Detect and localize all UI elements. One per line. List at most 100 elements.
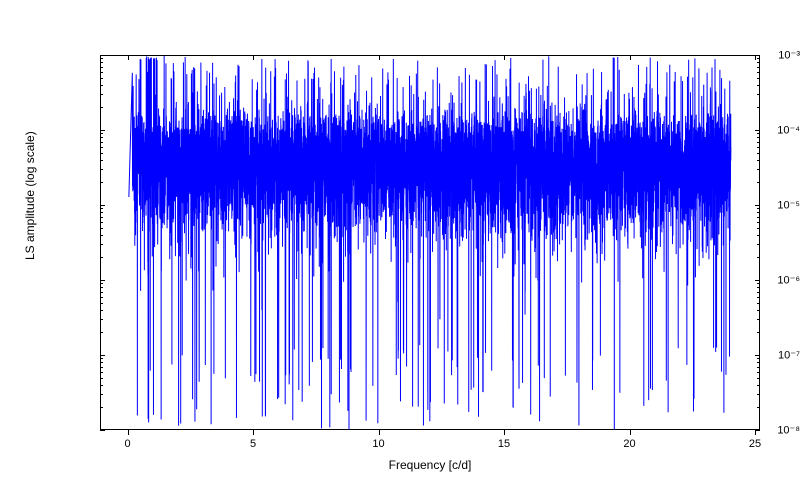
- x-tick-mark: [755, 430, 756, 435]
- y-minor-tick: [757, 169, 760, 170]
- chart-axes: [100, 55, 760, 430]
- x-tick-label: 5: [250, 438, 256, 450]
- y-minor-tick: [757, 67, 760, 68]
- y-minor-tick: [757, 283, 760, 284]
- y-minor-tick: [757, 358, 760, 359]
- periodogram-line: [101, 56, 761, 431]
- y-minor-tick: [757, 228, 760, 229]
- y-minor-tick: [100, 378, 103, 379]
- x-tick-mark: [379, 430, 380, 435]
- y-minor-tick: [100, 372, 103, 373]
- y-minor-tick: [100, 283, 103, 284]
- y-minor-tick: [100, 94, 103, 95]
- y-tick-label: 10⁻⁷: [710, 349, 800, 362]
- y-minor-tick: [757, 362, 760, 363]
- x-axis-label: Frequency [c/d]: [370, 458, 490, 472]
- y-minor-tick: [100, 257, 103, 258]
- y-axis-label: LS amplitude (log scale): [23, 240, 37, 260]
- y-minor-tick: [100, 292, 103, 293]
- y-tick-label: 10⁻⁶: [710, 274, 800, 287]
- y-tick-mark: [100, 130, 105, 131]
- y-minor-tick: [757, 217, 760, 218]
- y-minor-tick: [100, 142, 103, 143]
- y-minor-tick: [757, 212, 760, 213]
- y-minor-tick: [757, 72, 760, 73]
- y-minor-tick: [100, 78, 103, 79]
- y-minor-tick: [757, 235, 760, 236]
- y-minor-tick: [100, 133, 103, 134]
- y-minor-tick: [757, 142, 760, 143]
- y-minor-tick: [100, 287, 103, 288]
- y-minor-tick: [757, 367, 760, 368]
- y-minor-tick: [100, 217, 103, 218]
- x-tick-mark: [504, 430, 505, 435]
- y-minor-tick: [100, 208, 103, 209]
- x-axis-label-text: Frequency [c/d]: [389, 458, 472, 472]
- y-minor-tick: [757, 62, 760, 63]
- y-minor-tick: [100, 358, 103, 359]
- y-minor-tick: [757, 78, 760, 79]
- y-minor-tick: [757, 137, 760, 138]
- y-axis-label-text: LS amplitude (log scale): [23, 131, 37, 260]
- x-tick-mark: [504, 55, 505, 60]
- y-minor-tick: [100, 72, 103, 73]
- y-minor-tick: [100, 58, 103, 59]
- y-minor-tick: [100, 235, 103, 236]
- y-minor-tick: [757, 287, 760, 288]
- y-tick-mark: [100, 355, 105, 356]
- x-tick-label: 0: [125, 438, 131, 450]
- y-tick-label: 10⁻⁵: [710, 199, 800, 212]
- y-minor-tick: [757, 133, 760, 134]
- y-minor-tick: [100, 394, 103, 395]
- y-minor-tick: [757, 407, 760, 408]
- y-minor-tick: [100, 303, 103, 304]
- y-minor-tick: [100, 244, 103, 245]
- x-tick-mark: [128, 430, 129, 435]
- x-tick-mark: [253, 55, 254, 60]
- x-tick-label: 10: [372, 438, 384, 450]
- y-minor-tick: [100, 62, 103, 63]
- y-minor-tick: [757, 222, 760, 223]
- y-minor-tick: [100, 332, 103, 333]
- y-minor-tick: [757, 147, 760, 148]
- y-minor-tick: [100, 222, 103, 223]
- y-tick-mark: [100, 280, 105, 281]
- y-minor-tick: [100, 385, 103, 386]
- y-tick-mark: [100, 55, 105, 56]
- y-minor-tick: [757, 292, 760, 293]
- y-minor-tick: [757, 94, 760, 95]
- y-minor-tick: [100, 85, 103, 86]
- y-minor-tick: [757, 394, 760, 395]
- y-minor-tick: [757, 160, 760, 161]
- y-tick-mark: [100, 205, 105, 206]
- x-tick-mark: [379, 55, 380, 60]
- x-tick-label: 20: [623, 438, 635, 450]
- figure: LS amplitude (log scale) Frequency [c/d]…: [0, 0, 800, 500]
- spectrum-path: [129, 56, 731, 430]
- y-minor-tick: [757, 385, 760, 386]
- y-minor-tick: [757, 378, 760, 379]
- y-minor-tick: [757, 85, 760, 86]
- y-minor-tick: [757, 182, 760, 183]
- y-minor-tick: [100, 367, 103, 368]
- y-minor-tick: [757, 153, 760, 154]
- y-minor-tick: [100, 407, 103, 408]
- y-minor-tick: [100, 153, 103, 154]
- y-minor-tick: [100, 310, 103, 311]
- x-tick-mark: [630, 430, 631, 435]
- y-minor-tick: [757, 58, 760, 59]
- y-minor-tick: [100, 319, 103, 320]
- y-minor-tick: [100, 137, 103, 138]
- y-minor-tick: [757, 303, 760, 304]
- y-minor-tick: [100, 67, 103, 68]
- y-minor-tick: [100, 147, 103, 148]
- x-tick-mark: [128, 55, 129, 60]
- y-minor-tick: [757, 310, 760, 311]
- y-tick-mark: [100, 430, 105, 431]
- y-minor-tick: [100, 362, 103, 363]
- y-minor-tick: [757, 107, 760, 108]
- x-tick-mark: [755, 55, 756, 60]
- y-minor-tick: [100, 182, 103, 183]
- y-minor-tick: [757, 208, 760, 209]
- y-minor-tick: [757, 244, 760, 245]
